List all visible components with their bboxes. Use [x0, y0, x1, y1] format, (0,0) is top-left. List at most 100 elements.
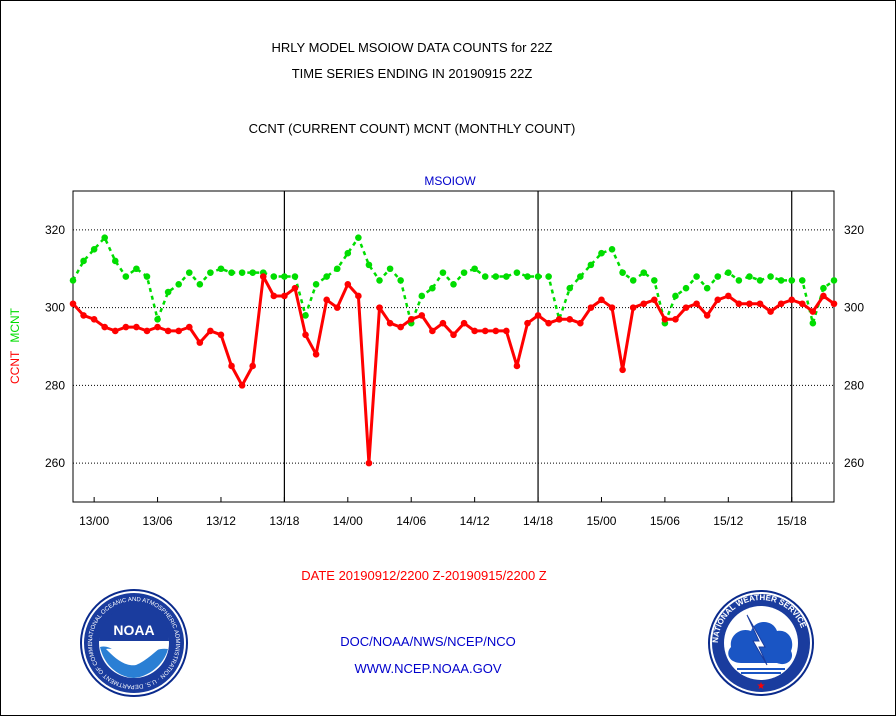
- series-point-ccnt: [450, 331, 457, 339]
- noaa-logo-icon: NOAA NATIONAL OCEANIC AND ATMOSPHERIC AD…: [80, 589, 188, 697]
- y-tick-label-right: 280: [844, 378, 864, 392]
- series-point-mcnt: [365, 261, 373, 269]
- series-point-ccnt: [291, 284, 299, 292]
- series-point-mcnt: [640, 269, 648, 276]
- x-tick-label: 15/18: [777, 514, 807, 528]
- series-point-ccnt: [281, 292, 288, 300]
- series-point-ccnt: [682, 304, 690, 311]
- series-point-mcnt: [809, 319, 817, 327]
- series-point-mcnt: [566, 284, 574, 292]
- series-point-mcnt: [228, 269, 235, 276]
- x-tick-label: 13/18: [269, 514, 299, 528]
- series-point-mcnt: [344, 249, 352, 257]
- series-point-mcnt: [207, 269, 214, 276]
- series-line-ccnt: [71, 275, 835, 465]
- series-point-mcnt: [355, 234, 362, 241]
- y-tick-label-left: 300: [45, 301, 65, 315]
- x-tick-label: 14/12: [460, 514, 490, 528]
- series-point-ccnt: [386, 319, 394, 327]
- series-point-mcnt: [429, 284, 436, 292]
- series-point-mcnt: [217, 265, 225, 273]
- series-point-mcnt: [714, 273, 722, 280]
- series-point-ccnt: [661, 315, 669, 323]
- nws-star-icon: ★: [757, 681, 766, 692]
- x-tick-label: 14/06: [396, 514, 426, 528]
- series-point-mcnt: [587, 261, 595, 269]
- series-point-mcnt: [397, 277, 404, 284]
- series-point-ccnt: [587, 304, 595, 311]
- series-point-ccnt: [397, 323, 404, 331]
- series-point-ccnt: [577, 319, 584, 327]
- series-line-mcnt: [71, 236, 835, 325]
- series-point-mcnt: [598, 249, 605, 257]
- series-point-mcnt: [534, 273, 542, 280]
- series-point-ccnt: [429, 327, 436, 335]
- series-point-ccnt: [365, 459, 373, 467]
- series-point-mcnt: [386, 265, 394, 273]
- series-point-ccnt: [164, 327, 172, 335]
- series-point-ccnt: [69, 300, 77, 308]
- series-point-ccnt: [90, 315, 98, 323]
- series-point-mcnt: [376, 277, 383, 284]
- series-point-ccnt: [513, 362, 521, 370]
- series-point-ccnt: [693, 300, 700, 308]
- series-point-mcnt: [133, 265, 140, 273]
- series-point-mcnt: [830, 277, 838, 284]
- series-point-ccnt: [767, 308, 774, 315]
- footer-org-line: DOC/NOAA/NWS/NCEP/NCO: [340, 634, 516, 649]
- series-point-mcnt: [164, 288, 172, 296]
- series-point-ccnt: [777, 300, 785, 308]
- series-point-mcnt: [418, 292, 426, 300]
- series-point-ccnt: [524, 319, 531, 327]
- x-tick-label: 13/00: [79, 514, 109, 528]
- series-point-ccnt: [122, 323, 130, 331]
- series-point-ccnt: [238, 382, 246, 389]
- series-point-ccnt: [418, 312, 426, 319]
- series-point-mcnt: [238, 269, 246, 276]
- series-point-mcnt: [629, 277, 637, 284]
- series-point-mcnt: [693, 273, 700, 280]
- series-point-ccnt: [270, 292, 278, 300]
- x-tick-label: 13/06: [143, 514, 173, 528]
- series-point-ccnt: [503, 327, 510, 335]
- series-point-ccnt: [534, 312, 542, 319]
- series-point-ccnt: [407, 315, 415, 323]
- series-point-ccnt: [555, 315, 563, 323]
- series-point-mcnt: [333, 265, 341, 273]
- series-point-mcnt: [651, 277, 658, 284]
- series-point-mcnt: [672, 292, 679, 300]
- series-point-mcnt: [185, 269, 193, 276]
- series-point-mcnt: [196, 281, 204, 288]
- series-point-mcnt: [90, 246, 98, 253]
- x-tick-label: 15/06: [650, 514, 680, 528]
- series-point-ccnt: [481, 327, 489, 335]
- series-point-ccnt: [460, 319, 468, 327]
- series-point-ccnt: [312, 350, 320, 358]
- series-point-mcnt: [746, 273, 753, 280]
- series-point-ccnt: [746, 300, 753, 308]
- series-point-mcnt: [481, 273, 489, 280]
- series-point-mcnt: [101, 234, 109, 241]
- series-point-ccnt: [756, 300, 764, 308]
- series-point-ccnt: [629, 304, 637, 311]
- series-point-mcnt: [703, 284, 711, 292]
- series-point-ccnt: [640, 300, 648, 308]
- series-point-ccnt: [651, 296, 658, 304]
- series-point-mcnt: [608, 246, 616, 253]
- x-tick-label: 13/12: [206, 514, 236, 528]
- series-point-mcnt: [619, 269, 626, 276]
- series-point-mcnt: [111, 257, 119, 265]
- series-point-ccnt: [545, 319, 552, 327]
- series-point-ccnt: [207, 327, 214, 335]
- footer-url: WWW.NCEP.NOAA.GOV: [354, 661, 501, 676]
- series-point-mcnt: [545, 273, 552, 280]
- y-tick-label-right: 300: [844, 301, 864, 315]
- y-tick-label-right: 260: [844, 456, 864, 470]
- series-point-mcnt: [312, 281, 320, 288]
- series-point-ccnt: [672, 315, 679, 323]
- series-point-mcnt: [69, 277, 77, 284]
- series-point-ccnt: [608, 304, 616, 311]
- series-point-ccnt: [492, 327, 500, 335]
- series-point-ccnt: [111, 327, 119, 335]
